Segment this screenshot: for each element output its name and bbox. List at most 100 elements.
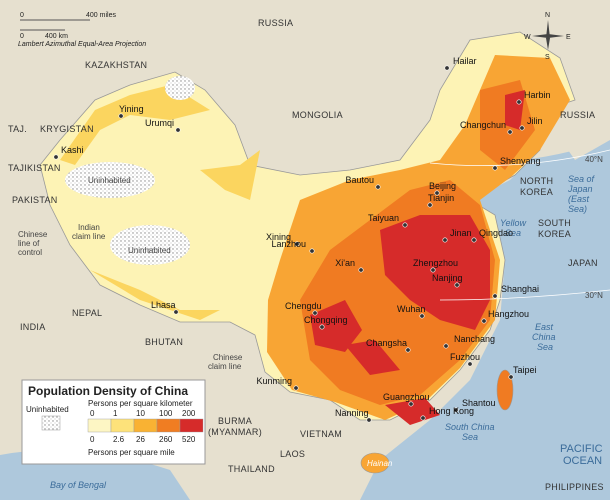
country-label: JAPAN — [568, 258, 598, 268]
label-line: PAKISTAN — [12, 195, 58, 205]
graticule-line — [429, 149, 610, 301]
city-label: Shanghai — [501, 284, 539, 294]
legend-tick-label: 2.6 — [113, 435, 125, 444]
city-label: Shantou — [462, 398, 496, 408]
label-line: Yellow — [500, 218, 527, 228]
city-dot — [467, 361, 473, 367]
city-label: Lhasa — [151, 300, 176, 310]
legend-tick-label: 260 — [159, 435, 173, 444]
label-line: China — [532, 332, 556, 342]
label-line: KRYGISTAN — [40, 124, 94, 134]
legend-color — [110, 418, 135, 433]
legend-tick-label: 0 — [90, 409, 95, 418]
uninhabited-area — [165, 76, 195, 100]
city-dot — [442, 237, 448, 243]
label-line: TAJIKISTAN — [8, 163, 61, 173]
city-label: Guangzhou — [383, 392, 430, 402]
country-label: VIETNAM — [300, 429, 342, 439]
city-dot — [366, 417, 372, 423]
country-label: INDIA — [20, 322, 46, 332]
country-label: BURMA (MYANMAR) — [208, 416, 262, 437]
label-line: Uninhabited — [88, 176, 131, 185]
city-dot — [53, 154, 59, 160]
city-label: Hailar — [453, 56, 477, 66]
city-label: Kunming — [256, 376, 292, 386]
country-label: PAKISTAN — [12, 195, 58, 205]
russia-coast — [540, 55, 610, 160]
label-line: MONGOLIA — [292, 110, 343, 120]
label-line: SOUTH — [538, 218, 571, 228]
uninhabited-area — [110, 225, 190, 265]
city-layer: Hailar Harbin Jilin Changchun Shenyang Yining… — [53, 56, 551, 468]
city-dot — [492, 165, 498, 171]
scale-bar: 0 400 miles 0 400 km Lambert Azimuthal E… — [18, 12, 146, 48]
country-label: SOUTH KOREA — [538, 218, 571, 239]
legend-tick-label: 520 — [182, 435, 196, 444]
uninhabited-area — [65, 162, 155, 198]
graticule-label: 40°N — [585, 155, 603, 164]
city-dot — [402, 222, 408, 228]
country-label: PHILIPPINES — [545, 482, 604, 492]
sea-east — [360, 140, 610, 500]
hainan-island — [360, 452, 390, 474]
label-line: control — [18, 248, 42, 257]
note-label: Chinese line of control — [18, 230, 48, 257]
label-line: Uninhabited — [128, 246, 171, 255]
city-dot — [419, 313, 425, 319]
city-label: Jinan — [450, 228, 472, 238]
scale-label: 400 km — [45, 33, 68, 40]
taiwan-island — [496, 369, 514, 411]
city-label: Kashi — [61, 145, 84, 155]
legend-tick-label: 100 — [159, 409, 173, 418]
scale-label: 0 — [20, 12, 24, 19]
city-label: Nanning — [335, 408, 369, 418]
label-line: KAZAKHSTAN — [85, 60, 147, 70]
city-dot — [293, 385, 299, 391]
legend-label: Persons per square mile — [88, 448, 175, 457]
label-line: VIETNAM — [300, 429, 342, 439]
note-label: Chinese claim line — [208, 353, 243, 371]
legend-title: Population Density of China — [28, 384, 188, 398]
city-dot — [508, 374, 514, 380]
compass-label: W — [524, 34, 531, 41]
city-label: Chongqing — [304, 315, 348, 325]
city-dot — [454, 282, 460, 288]
compass-label: E — [566, 34, 571, 41]
label-line: BURMA — [218, 416, 252, 426]
label-line: Sea — [537, 342, 553, 352]
label-line: (East — [568, 194, 590, 204]
city-label: Chengdu — [285, 301, 322, 311]
note-label: Indian claim line — [72, 223, 106, 241]
city-dot — [453, 407, 459, 413]
city-label: Bautou — [345, 175, 374, 185]
water-label: Sea of Japan (East Sea) — [567, 174, 596, 214]
city-dot — [358, 267, 364, 273]
city-dot — [405, 347, 411, 353]
legend-swatch — [41, 415, 61, 431]
legend-tick-label: 10 — [136, 409, 145, 418]
city-label: Jilin — [527, 116, 543, 126]
city-label: Yining — [119, 104, 144, 114]
city-label: Shenyang — [500, 156, 541, 166]
legend-tick-label: 200 — [182, 409, 196, 418]
label-line: Chinese — [18, 230, 48, 239]
label-line: Sea of — [568, 174, 596, 184]
legend: Population Density of China Uninhabited … — [21, 379, 206, 465]
city-dot — [408, 401, 414, 407]
label-line: claim line — [208, 362, 242, 371]
label-line: (MYANMAR) — [208, 427, 262, 437]
city-dot — [471, 237, 477, 243]
city-dot — [507, 129, 513, 135]
label-line: THAILAND — [228, 464, 275, 474]
legend-tick-label: 0 — [90, 435, 95, 444]
legend-color — [179, 418, 204, 433]
city-dot — [492, 293, 498, 299]
country-label: LAOS — [280, 449, 305, 459]
label-line: INDIA — [20, 322, 46, 332]
label-line: OCEAN — [563, 455, 602, 467]
city-label: Taiyuan — [368, 213, 399, 223]
city-dot — [434, 190, 440, 196]
city-label: Hong Kong — [429, 406, 474, 416]
city-dot — [427, 202, 433, 208]
legend-color — [133, 418, 158, 433]
